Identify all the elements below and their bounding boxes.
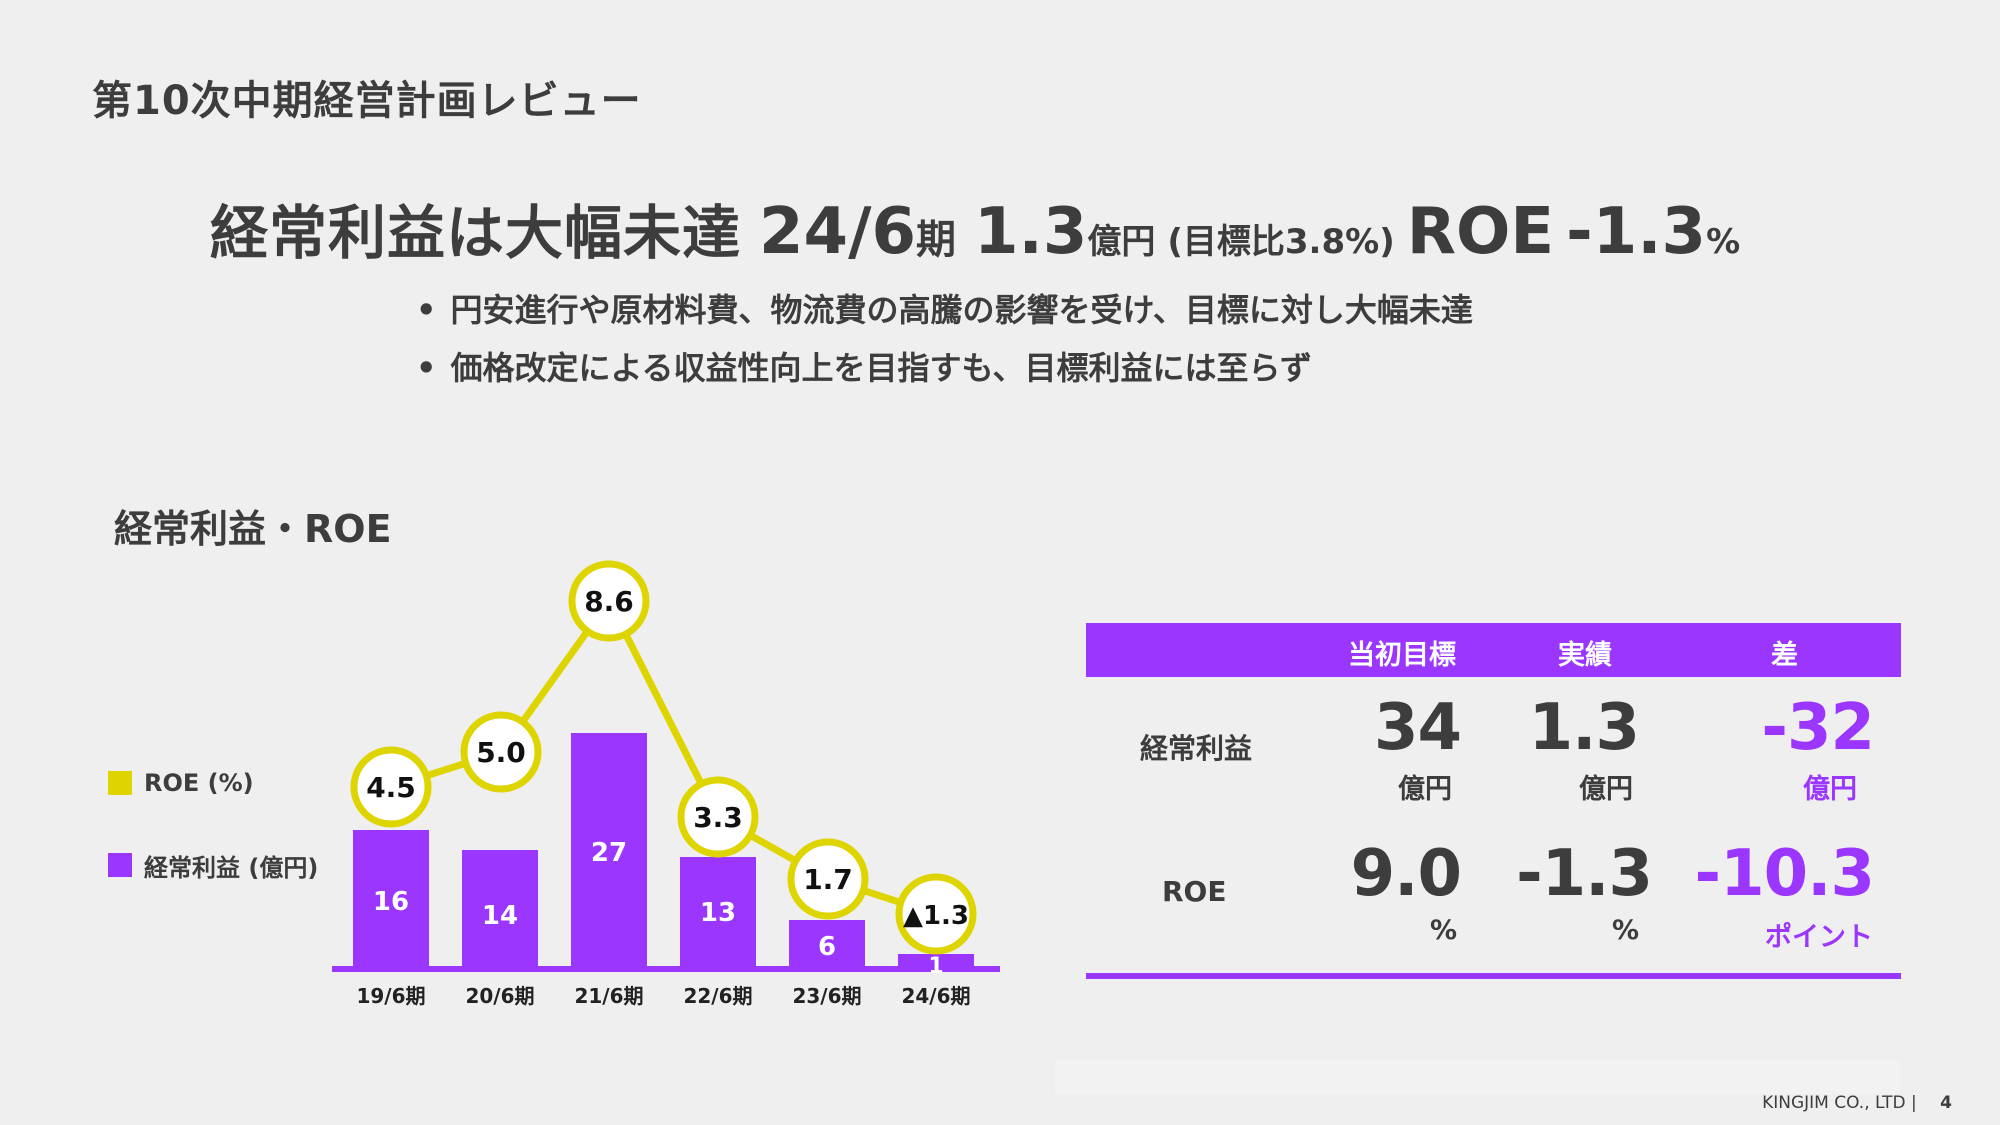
bar-labels: 16 14 27 13 6 1 xyxy=(373,838,944,979)
target-unit: % xyxy=(1429,915,1457,946)
roe-marker xyxy=(568,560,650,642)
bar xyxy=(789,920,865,967)
x-tick-label: 19/6期 xyxy=(356,984,425,1008)
bar-label: 27 xyxy=(591,838,627,868)
roe-label: 3.3 xyxy=(693,801,743,834)
actual-unit: 億円 xyxy=(1579,774,1633,805)
bar xyxy=(462,850,538,967)
bar xyxy=(571,733,647,967)
headline-lead: 経常利益は大幅未達 xyxy=(210,199,742,267)
headline-profit-value: 1.3 xyxy=(973,195,1088,269)
roe-labels: 4.5 5.0 8.6 3.3 1.7 ▲1.3 xyxy=(366,585,969,931)
bullet-item: 円安進行や原材料費、物流費の高騰の影響を受け、目標に対し大幅未達 xyxy=(416,290,1472,348)
headline-roe-label: ROE xyxy=(1406,195,1555,269)
column-header: 実績 xyxy=(1558,640,1612,671)
roe-label: 1.7 xyxy=(803,863,853,896)
legend-swatch-yellow xyxy=(108,771,132,795)
headline-profit-unit: 億円 xyxy=(1087,222,1156,262)
page-number: 4 xyxy=(1940,1093,1952,1113)
bar-label: 16 xyxy=(373,887,409,917)
bar-series xyxy=(353,733,974,967)
bar-label: 6 xyxy=(818,932,836,962)
chart-legend: ROE (%) 経常利益 (億円) xyxy=(108,768,318,932)
headline-roe-value: -1.3 xyxy=(1566,195,1707,269)
comparison-table: 当初目標 実績 差 経常利益 34 億円 1.3 億円 -32 億円 ROE 9… xyxy=(1086,623,1901,979)
x-tick-label: 24/6期 xyxy=(901,984,970,1008)
x-tick-label: 20/6期 xyxy=(465,984,534,1008)
x-tick-label: 23/6期 xyxy=(792,984,861,1008)
roe-markers xyxy=(350,560,977,955)
headline-period-value: 24/6 xyxy=(759,195,916,269)
x-tick-label: 21/6期 xyxy=(574,984,643,1008)
roe-marker xyxy=(677,776,759,858)
x-axis-line xyxy=(332,966,1000,972)
table-row: ROE 9.0 % -1.3 % -10.3 ポイント xyxy=(1086,825,1901,973)
footer-placeholder-box xyxy=(1055,1060,1900,1094)
target-value: 9.0 xyxy=(1350,837,1462,911)
table-header: 当初目標 実績 差 xyxy=(1086,623,1901,677)
diff-value: -10.3 xyxy=(1694,837,1875,911)
bullet-list: 円安進行や原材料費、物流費の高騰の影響を受け、目標に対し大幅未達 価格改定による… xyxy=(416,290,1473,406)
bullet-item: 価格改定による収益性向上を目指すも、目標利益には至らず xyxy=(416,348,1473,406)
target-value: 34 xyxy=(1373,691,1462,765)
roe-label: ▲1.3 xyxy=(903,901,969,931)
roe-marker xyxy=(460,711,542,793)
actual-unit: % xyxy=(1611,915,1639,946)
bar xyxy=(898,954,974,967)
legend-label: 経常利益 (億円) xyxy=(144,853,319,882)
table-bottom-rule xyxy=(1086,973,1901,979)
x-axis-labels: 19/6期 20/6期 21/6期 22/6期 23/6期 24/6期 xyxy=(356,984,970,1008)
legend-item-roe: ROE (%) xyxy=(108,768,318,798)
page-title: 第10次中期経営計画レビュー xyxy=(92,78,642,124)
roe-marker xyxy=(895,873,977,955)
bar-label: 1 xyxy=(928,954,943,979)
row-label: ROE xyxy=(1162,875,1227,908)
bar-label: 14 xyxy=(482,901,518,931)
headline-period-suffix: 期 xyxy=(915,217,956,263)
company-name: KINGJIM CO., LTD | xyxy=(1762,1093,1917,1113)
roe-label: 5.0 xyxy=(476,736,526,769)
headline-roe-unit: % xyxy=(1706,222,1741,262)
headline: 経常利益は大幅未達 24/6 期 1.3 億円 (目標比3.8%) ROE -1… xyxy=(210,186,1741,269)
actual-value: -1.3 xyxy=(1516,837,1653,911)
legend-item-profit: 経常利益 (億円) xyxy=(108,850,319,882)
bar xyxy=(353,830,429,967)
column-header: 当初目標 xyxy=(1348,640,1456,671)
diff-unit: 億円 xyxy=(1803,774,1857,805)
roe-marker xyxy=(787,838,869,920)
roe-label: 8.6 xyxy=(584,585,634,618)
column-header: 差 xyxy=(1771,640,1798,671)
row-label: 経常利益 xyxy=(1140,732,1253,765)
bar xyxy=(680,857,756,967)
roe-label: 4.5 xyxy=(366,771,416,804)
x-tick-label: 22/6期 xyxy=(683,984,752,1008)
headline-ratio-note: (目標比3.8%) xyxy=(1167,222,1395,262)
actual-value: 1.3 xyxy=(1528,691,1640,765)
legend-swatch-purple xyxy=(108,853,132,877)
footer: KINGJIM CO., LTD | 4 xyxy=(1762,1093,1952,1113)
legend-label: ROE (%) xyxy=(144,769,254,797)
diff-unit: ポイント xyxy=(1765,922,1873,953)
bar-label: 13 xyxy=(700,898,736,928)
chart-title: 経常利益・ROE xyxy=(114,507,392,551)
table-row: 経常利益 34 億円 1.3 億円 -32 億円 xyxy=(1086,677,1901,825)
roe-marker xyxy=(350,746,432,828)
target-unit: 億円 xyxy=(1398,774,1452,805)
diff-value: -32 xyxy=(1761,691,1875,765)
